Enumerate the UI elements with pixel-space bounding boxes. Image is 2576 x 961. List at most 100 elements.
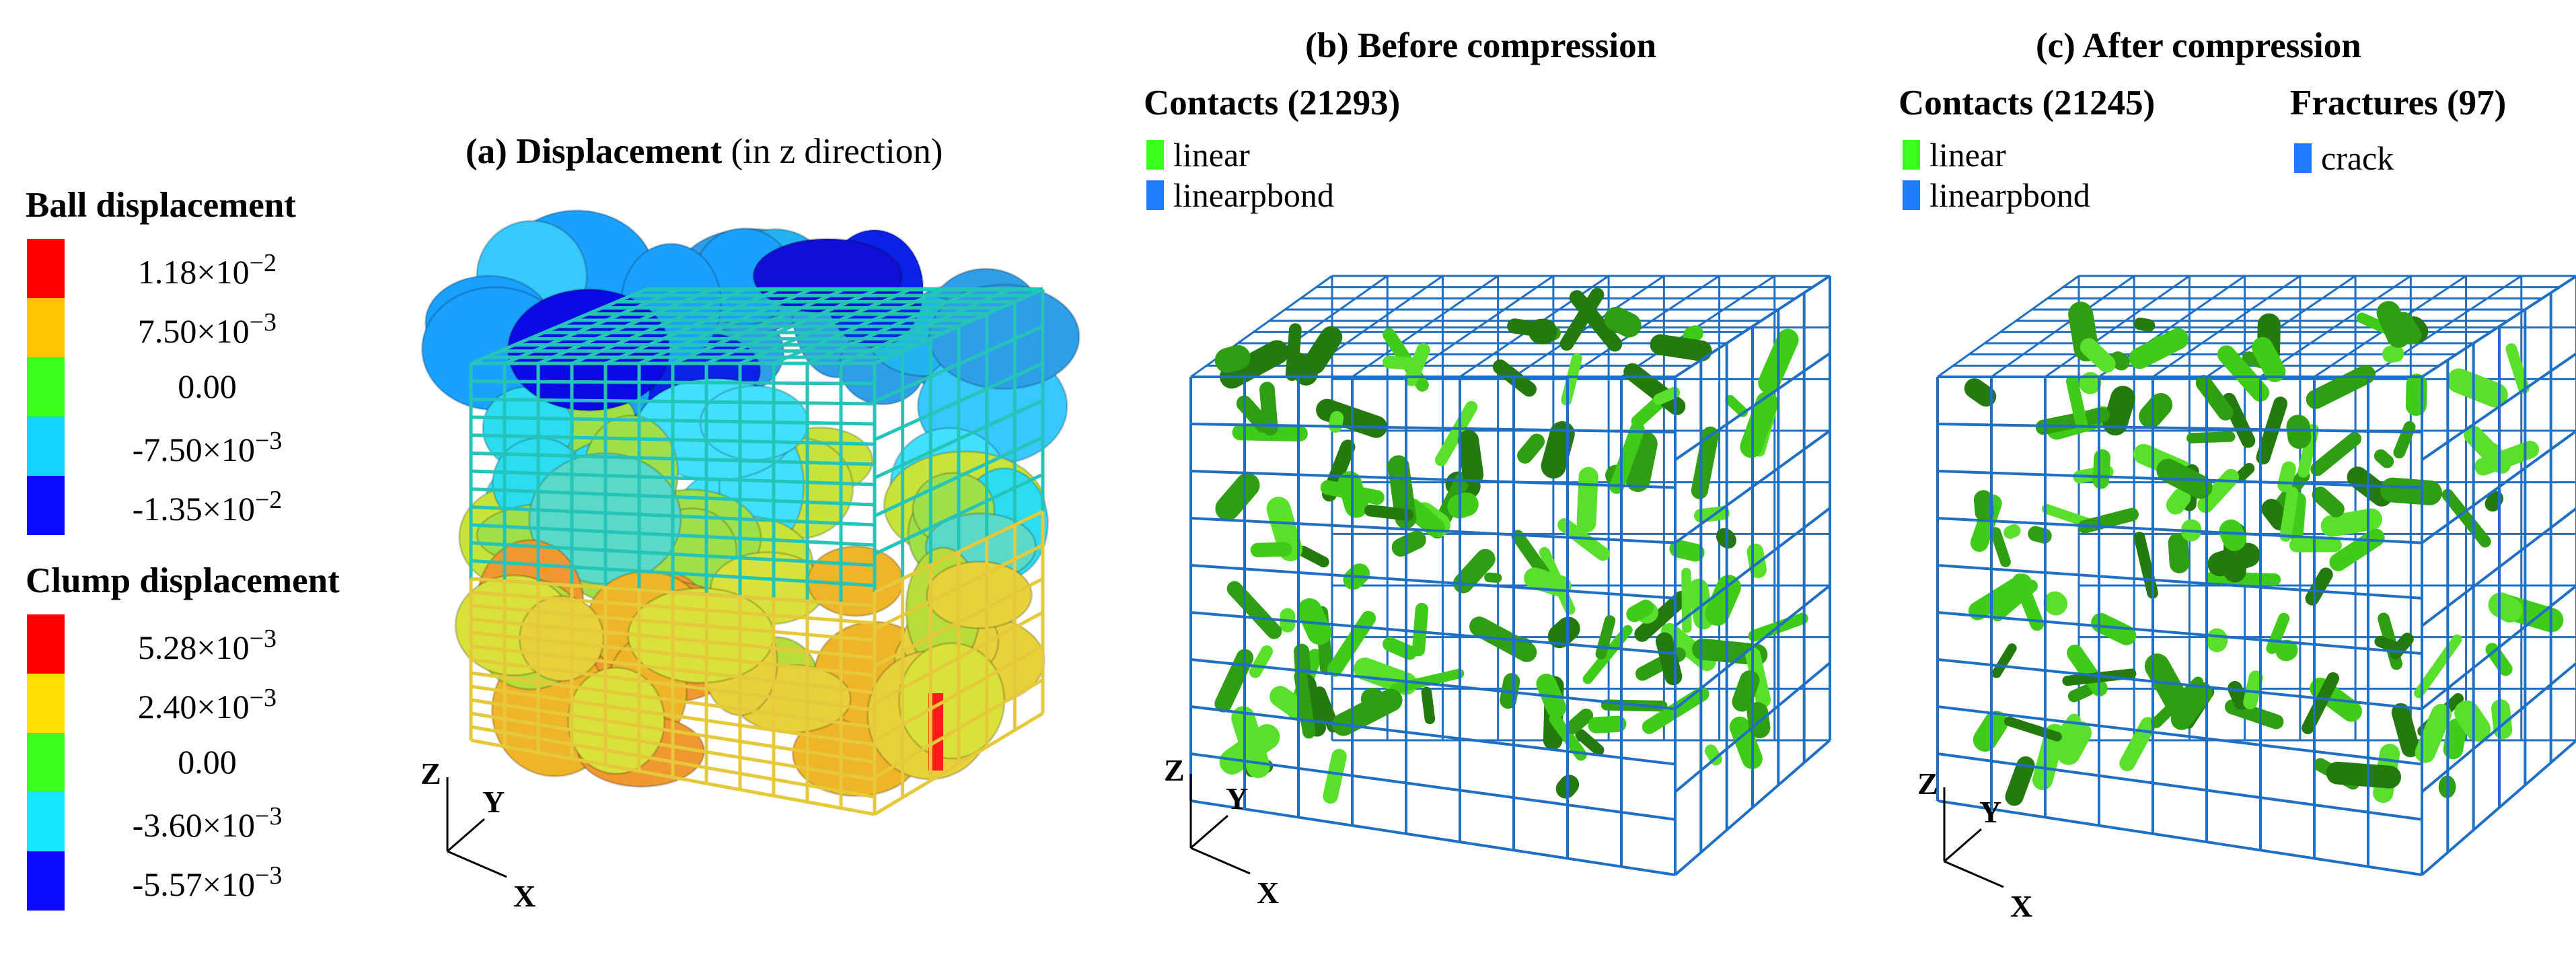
contact [2302,672,2340,735]
contact [2219,519,2246,551]
panel-a-cube [420,209,1080,816]
panel-a-title-note: (in z direction) [722,132,943,171]
contact [2056,721,2092,765]
contact [2003,716,2062,742]
contact [1303,326,1343,375]
contact [2441,489,2491,548]
axis-label-y: Y [1226,781,1248,816]
axis-label-z: Z [1917,767,1938,801]
contact [1404,343,1430,386]
contact [2380,477,2442,505]
contact [1575,729,1605,756]
contact [2286,415,2312,450]
contact [2035,407,2110,435]
axis-label-x: X [1257,876,1279,910]
contact [2243,670,2263,710]
contact [2415,703,2452,763]
colorbar-swatch [27,476,65,535]
contact [2091,612,2137,645]
legend-label: crack [2321,139,2394,177]
contact [1609,422,1645,494]
contact [2168,532,2190,573]
contact [2005,756,2035,806]
legend-label: linear [1929,136,2006,174]
contact [2266,612,2290,654]
colorbar-swatch [27,614,65,674]
panel-c-title: (c) After compression [2036,26,2361,66]
panel-b-title: (b) Before compression [1305,26,1656,66]
legend-label: linearpbond [1173,176,1334,214]
ball-displacement-title: Ball displacement [26,186,296,225]
contact [1226,581,1282,639]
contact [2102,386,2135,436]
colorbar-swatch [27,674,65,733]
contact [2305,567,2333,606]
contact [1266,497,1302,562]
panel-c-legend-crack: crack [2294,138,2394,178]
contact [1705,575,1741,626]
contact [2186,431,2236,443]
contact [1559,287,1605,351]
panel-c-cube [1936,275,2576,876]
panel-b-cube [1189,275,1831,876]
colorbar-tick-label: 5.28×10−3 [137,625,277,666]
axis-label-x: X [513,879,536,913]
colorbar-tick-label: 7.50×10−3 [137,308,277,350]
contact [1970,494,2002,553]
colorbar-swatch [27,417,65,476]
panel-c-title-text: (c) After compression [2036,26,2361,65]
contact [2133,317,2156,332]
contact [1650,334,1712,361]
contact [2092,449,2110,489]
particle [926,561,1033,630]
contact [1653,386,1681,405]
linear-swatch [1903,140,1920,170]
panel-c-contacts-title: Contacts (21245) [1899,83,2156,122]
contact [2003,524,2021,539]
contact [2310,431,2362,476]
contact [1588,715,1627,734]
contact [1411,602,1429,657]
contact [2151,336,2165,357]
contact [2312,487,2345,518]
panel-c-legend-linearpbond: linearpbond [1903,175,2090,215]
contact [2376,301,2411,348]
linearpbond-swatch [1903,180,1920,210]
contact [1507,318,1550,338]
contact [1968,573,2032,620]
contact [1250,542,1292,558]
contact [1323,748,1347,804]
contact [2275,639,2298,662]
axis-label-x: X [2010,889,2032,923]
legend-label: linear [1173,136,1250,174]
panel-b-legend-linear: linear [1146,135,1250,175]
colorbar-swatch [27,357,65,417]
contact [2279,487,2299,542]
contact [1383,637,1417,660]
contact [1297,545,1329,568]
contact [1214,345,1251,373]
contact [1364,504,1413,521]
contact [2505,343,2530,394]
panel-a-title-bold: (a) Displacement [466,132,723,171]
contact [1453,548,1496,594]
linearpbond-swatch [1146,180,1164,210]
contact [1725,394,1748,417]
contact [1973,490,1994,522]
contact [2414,634,2462,699]
contact [2170,682,2213,730]
contact [1547,616,1580,649]
contact [1249,645,1274,678]
axis-label-y: Y [482,785,505,819]
contact [1421,686,1436,725]
panel-b-contacts-title: Contacts (21293) [1144,83,1401,122]
clump-displacement-title: Clump displacement [26,561,340,600]
contact [1991,643,2017,678]
contact [1297,598,1332,645]
colorbar-tick-label: 2.40×10−3 [137,684,277,725]
contact-capsules [1964,301,2564,806]
contact [2065,375,2088,433]
contact [1447,492,1479,519]
